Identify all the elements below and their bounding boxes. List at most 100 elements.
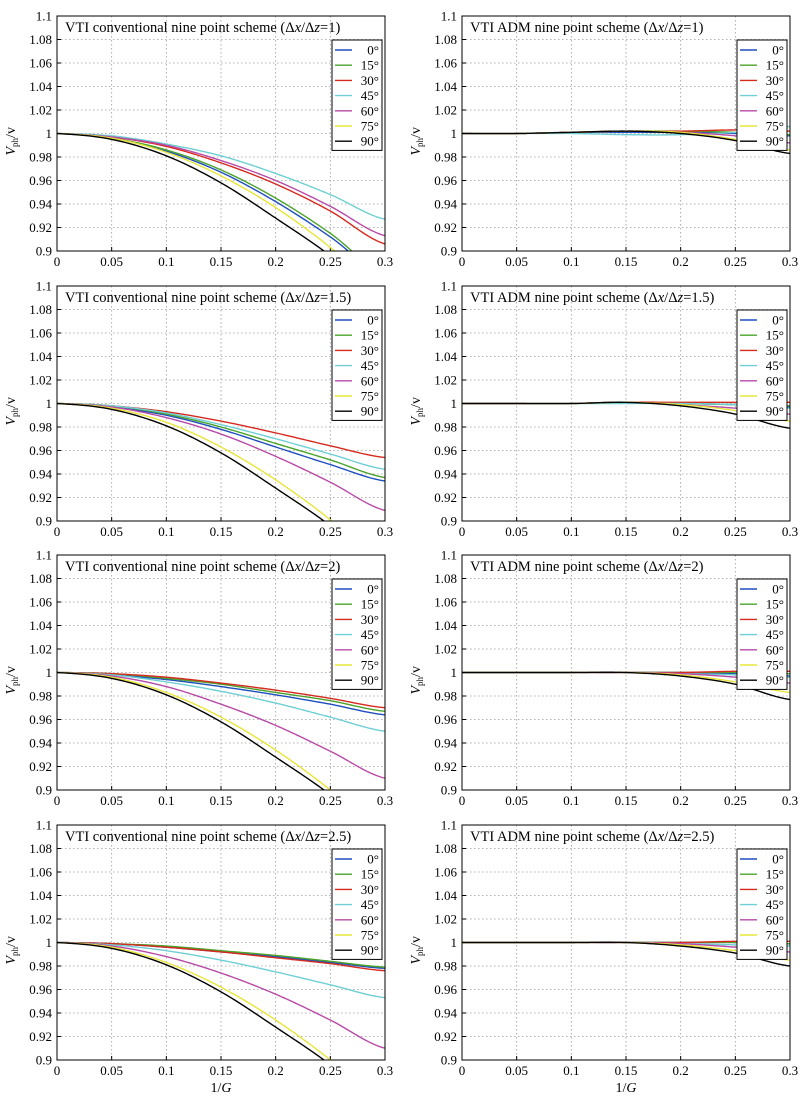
x-tick-label: 0.1 — [158, 1063, 174, 1078]
x-tick-label: 0.2 — [673, 793, 689, 808]
title-part: x — [294, 290, 302, 306]
series-line-90deg — [462, 941, 790, 967]
x-tick-label: 0 — [459, 793, 466, 808]
title-part: /Δ — [664, 290, 677, 306]
chart-title: VTI ADM nine point scheme (Δx/Δz=1) — [470, 20, 704, 36]
series-line-75deg — [57, 941, 332, 1060]
y-tick-label: 0.92 — [29, 490, 52, 505]
title-part: z — [313, 20, 320, 36]
series-line-90deg — [57, 941, 326, 1060]
legend: 0°15°30°45°60°75°90° — [736, 578, 788, 690]
legend-label: 45° — [766, 88, 784, 103]
legend-label: 45° — [766, 897, 784, 912]
y-tick-label: 1.04 — [434, 888, 457, 903]
legend: 0°15°30°45°60°75°90° — [736, 848, 788, 960]
legend-label: 0° — [367, 582, 379, 597]
legend-label: 60° — [361, 912, 379, 927]
y-tick-label: 1 — [451, 665, 458, 680]
y-tick-label: 1.04 — [434, 349, 457, 364]
legend: 0°15°30°45°60°75°90° — [331, 309, 383, 421]
x-tick-label: 0.15 — [615, 793, 638, 808]
x-tick-label: 0.2 — [268, 254, 284, 269]
x-tick-label: 0.2 — [673, 524, 689, 539]
y-tick-label: 1.08 — [29, 302, 52, 317]
y-tick-label: 0.9 — [441, 1053, 457, 1068]
legend-label: 0° — [367, 852, 379, 867]
x-tick-label: 0.05 — [505, 1063, 528, 1078]
y-tick-label: 0.94 — [29, 467, 52, 482]
y-tick-label: 0.96 — [29, 173, 52, 188]
title-part: VTI ADM nine point scheme (Δ — [470, 290, 658, 306]
legend-label: 90° — [361, 943, 379, 958]
y-axis-label: Vph/v — [409, 936, 425, 964]
legend: 0°15°30°45°60°75°90° — [736, 39, 788, 151]
x-tick-label: 0.2 — [673, 254, 689, 269]
x-tick-label: 0.25 — [724, 524, 747, 539]
title-part: z — [677, 20, 684, 36]
y-tick-label: 0.98 — [29, 689, 52, 704]
y-label-main: V — [4, 146, 19, 156]
x-tick-label: 0.05 — [505, 254, 528, 269]
y-tick-label: 1.08 — [29, 841, 52, 856]
title-part: VTI conventional nine point scheme (Δ — [65, 20, 295, 36]
legend-label: 15° — [361, 597, 379, 612]
title-part: /Δ — [301, 559, 314, 575]
x-tick-label: 0.05 — [100, 254, 123, 269]
y-tick-label: 1 — [46, 935, 53, 950]
y-tick-label: 0.98 — [29, 150, 52, 165]
legend-label: 90° — [766, 404, 784, 419]
series-line-90deg — [57, 132, 326, 251]
legend-label: 75° — [361, 119, 379, 134]
y-tick-label: 0.92 — [434, 1029, 457, 1044]
y-tick-label: 1 — [451, 935, 458, 950]
legend-label: 45° — [766, 358, 784, 373]
x-tick-label: 0.2 — [673, 1063, 689, 1078]
y-tick-label: 1.06 — [29, 326, 52, 341]
x-tick-label: 0.25 — [724, 793, 747, 808]
title-part: =2) — [320, 559, 340, 575]
x-tick-label: 0.1 — [158, 793, 174, 808]
title-part: x — [294, 829, 302, 845]
x-tick-label: 0 — [459, 1063, 466, 1078]
title-part: =1) — [320, 20, 340, 36]
y-tick-label: 0.9 — [36, 783, 52, 798]
y-label-tail: /v — [409, 936, 424, 947]
y-label-tail: /v — [409, 127, 424, 138]
x-tick-label: 0.2 — [268, 524, 284, 539]
x-tick-label: 0.25 — [319, 1063, 342, 1078]
y-tick-label: 1 — [451, 126, 458, 141]
y-tick-label: 1.02 — [29, 103, 52, 118]
y-tick-label: 1.04 — [434, 79, 457, 94]
title-part: z — [677, 559, 684, 575]
y-tick-label: 1.1 — [441, 818, 457, 833]
curves-group — [462, 670, 790, 701]
chart-panel-5: 0 0.05 0.1 0.15 0.2 0.25 0.3 0.9 0.92 0.94 0.96 0.9… — [4, 548, 393, 809]
chart-panel-6: 0 0.05 0.1 0.15 0.2 0.25 0.3 0.9 0.92 0.94 0.96 0.9… — [409, 548, 798, 809]
plot-frame — [56, 824, 386, 1061]
y-tick-label: 0.9 — [441, 514, 457, 529]
title-part: /Δ — [664, 20, 677, 36]
x-tick-label: 0.05 — [100, 1063, 123, 1078]
curves-group — [57, 671, 385, 790]
legend-label: 15° — [766, 867, 784, 882]
chart-panel-1: 0 0.05 0.1 0.15 0.2 0.25 0.3 0.9 0.92 0.94 0.96 0.9… — [4, 9, 393, 270]
y-tick-label: 1.02 — [29, 373, 52, 388]
y-tick-label: 1.1 — [36, 9, 52, 24]
title-part: x — [294, 559, 302, 575]
series-line-75deg — [57, 402, 333, 521]
title-part: =1.5) — [320, 290, 351, 306]
legend-label: 75° — [361, 928, 379, 943]
series-line-60deg — [57, 402, 385, 512]
legend-label: 90° — [361, 134, 379, 149]
y-label-tail: /v — [4, 127, 19, 138]
plot-frame — [461, 15, 791, 252]
y-tick-label: 0.9 — [36, 244, 52, 259]
legend-label: 75° — [766, 928, 784, 943]
legend-label: 15° — [361, 328, 379, 343]
y-label-main: V — [409, 685, 424, 695]
legend-label: 15° — [361, 58, 379, 73]
y-label-tail: /v — [409, 666, 424, 677]
legend-label: 60° — [766, 642, 784, 657]
y-tick-label: 1.1 — [36, 548, 52, 563]
title-part: x — [657, 559, 665, 575]
